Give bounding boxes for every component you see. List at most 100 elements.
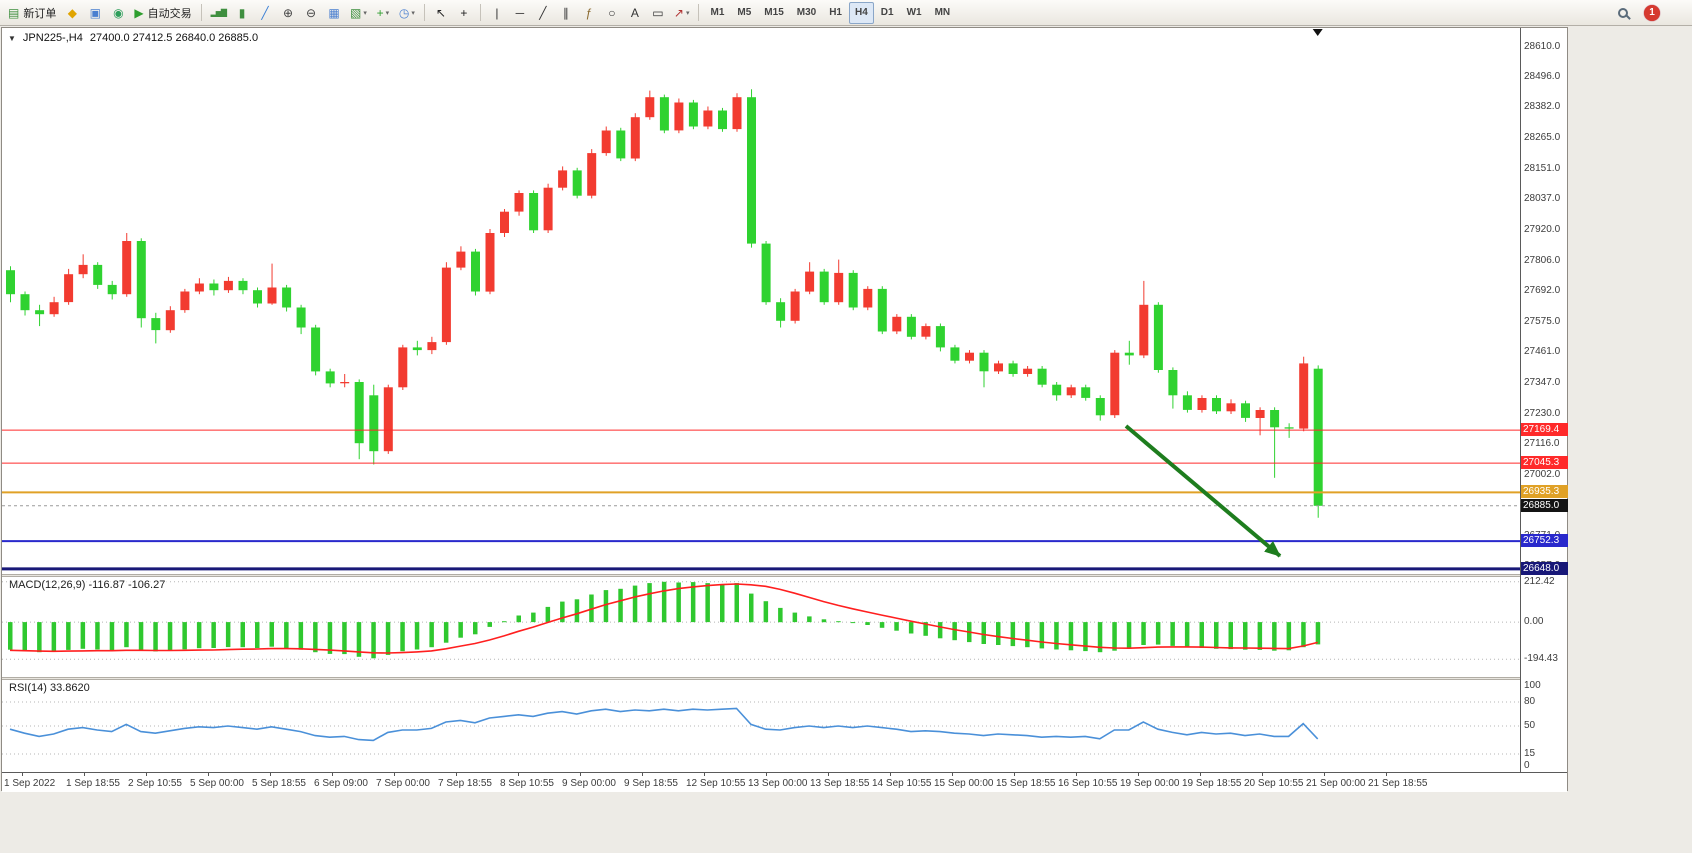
- vertical-line-button[interactable]: |: [486, 2, 508, 24]
- timeframe-button-h1[interactable]: H1: [823, 2, 848, 24]
- fibonacci-button[interactable]: ƒ: [578, 2, 600, 24]
- zoom-in-button[interactable]: ⊕: [277, 2, 299, 24]
- timeframe-button-h4-label: H4: [855, 7, 868, 18]
- macd-signal-line: [9, 583, 1318, 654]
- print-button[interactable]: ▣: [84, 2, 106, 24]
- line-chart-button[interactable]: ╱: [254, 2, 276, 24]
- price-axis-label: 27002.0: [1524, 469, 1561, 480]
- search-button[interactable]: [1612, 2, 1634, 24]
- autotrading-button[interactable]: ▶ 自动交易: [130, 2, 195, 24]
- time-axis-tick: [208, 773, 209, 776]
- toolbar-right-group: 1: [1612, 2, 1660, 24]
- bear-candle: [1153, 304, 1163, 370]
- bull-candle: [543, 187, 553, 231]
- bull-candle: [514, 193, 524, 212]
- time-axis-tick: [952, 773, 953, 776]
- crosshair-button[interactable]: +: [453, 2, 475, 24]
- time-axis-label: 14 Sep 10:55: [872, 778, 932, 789]
- refresh-button[interactable]: ◉: [107, 2, 129, 24]
- bull-candle: [194, 283, 204, 292]
- time-axis-tick: [766, 773, 767, 776]
- bull-candle: [78, 264, 88, 275]
- bear-candle: [761, 243, 771, 303]
- indicators-button[interactable]: + ▾: [372, 2, 394, 24]
- macd-bar: [400, 622, 405, 652]
- time-axis-label: 9 Sep 18:55: [624, 778, 678, 789]
- timeframe-button-h4[interactable]: H4: [849, 1, 874, 24]
- macd-bar: [981, 622, 986, 644]
- bar-chart-button[interactable]: ▂▅▇: [207, 2, 230, 24]
- time-axis[interactable]: 1 Sep 2022 1 Sep 18:55 2 Sep 10:55 5 Sep 00…: [2, 772, 1567, 792]
- bear-candle: [93, 264, 103, 285]
- timeframe-button-d1[interactable]: D1: [875, 2, 900, 24]
- timeframe-button-m15[interactable]: M15: [758, 2, 789, 24]
- new-chart-button[interactable]: ▧ ▾: [346, 2, 371, 24]
- macd-bar: [138, 622, 144, 650]
- channel-icon: ∥: [562, 5, 569, 20]
- rsi-panel-surface[interactable]: [2, 680, 1520, 772]
- macd-bar: [109, 622, 115, 651]
- price-axis[interactable]: 28610.0 28496.0 28382.0 28265.0 28151.0 28037…: [1520, 28, 1568, 772]
- macd-bar: [269, 622, 274, 647]
- horizontal-line-button[interactable]: ─: [509, 2, 531, 24]
- trend-arrow[interactable]: [1124, 424, 1282, 558]
- arrows-button[interactable]: ↗ ▾: [670, 2, 694, 24]
- rsi-axis-label: 80: [1524, 696, 1536, 707]
- timeframe-button-m30[interactable]: M30: [791, 2, 822, 24]
- pane-splitter-rsi[interactable]: [2, 677, 1567, 680]
- price-axis-label: 27920.0: [1524, 224, 1561, 235]
- bear-candle: [1124, 352, 1134, 356]
- rsi-axis-label: 0: [1524, 760, 1530, 771]
- bear-candle: [296, 307, 306, 328]
- zoom-out-button[interactable]: ⊖: [300, 2, 322, 24]
- time-axis-tick: [580, 773, 581, 776]
- bear-candle: [1284, 427, 1294, 429]
- macd-bar: [1184, 622, 1190, 648]
- zoom-in-icon: ⊕: [283, 5, 294, 20]
- candlestick-button[interactable]: ▮: [231, 2, 253, 24]
- crosshair-icon: +: [460, 5, 468, 20]
- macd-bar: [1112, 622, 1117, 651]
- new-order-button[interactable]: ▤ 新订单: [4, 2, 60, 24]
- bear-candle: [35, 310, 45, 315]
- macd-bar: [574, 599, 580, 623]
- macd-bar: [792, 612, 798, 623]
- timeframe-button-w1[interactable]: W1: [901, 2, 928, 24]
- macd-bar: [778, 607, 783, 623]
- notification-badge[interactable]: 1: [1644, 4, 1660, 21]
- macd-bar: [1010, 622, 1016, 647]
- collapse-chart-icon[interactable]: ▼: [8, 33, 16, 43]
- print-icon: ▣: [89, 5, 102, 20]
- bull-candle: [892, 316, 902, 332]
- price-axis-label: 27230.0: [1524, 408, 1561, 419]
- timeframe-button-m1[interactable]: M1: [704, 2, 730, 24]
- periods-button[interactable]: ◷ ▾: [395, 2, 419, 24]
- time-axis-tick: [1076, 773, 1077, 776]
- favorites-button[interactable]: ◆: [61, 2, 83, 24]
- bull-candle: [1197, 398, 1207, 410]
- cursor-button[interactable]: ↖: [430, 2, 452, 24]
- bull-candle: [340, 382, 350, 384]
- price-chart-surface[interactable]: [2, 28, 1520, 574]
- macd-bar: [1243, 622, 1248, 650]
- macd-panel-surface[interactable]: [2, 577, 1520, 677]
- pane-splitter-macd[interactable]: [2, 574, 1567, 577]
- bear-candle: [20, 294, 30, 311]
- macd-bar: [385, 622, 391, 655]
- shapes-button[interactable]: ○: [601, 2, 623, 24]
- bear-candle: [572, 170, 582, 196]
- timeframe-button-m5[interactable]: M5: [731, 2, 757, 24]
- label-button[interactable]: ▭: [647, 2, 669, 24]
- time-axis-label: 16 Sep 10:55: [1058, 778, 1118, 789]
- macd-bar: [807, 616, 812, 623]
- time-axis-label: 7 Sep 00:00: [376, 778, 430, 789]
- trendline-button[interactable]: ╱: [532, 2, 554, 24]
- macd-axis-label: 0.00: [1524, 616, 1544, 627]
- price-axis-label: 27347.0: [1524, 377, 1561, 388]
- tile-windows-button[interactable]: ▦: [323, 2, 345, 24]
- timeframe-button-mn[interactable]: MN: [929, 2, 957, 24]
- text-button[interactable]: A: [624, 2, 646, 24]
- bear-candle: [718, 110, 727, 130]
- channel-button[interactable]: ∥: [555, 2, 577, 24]
- time-axis-tick: [394, 773, 395, 776]
